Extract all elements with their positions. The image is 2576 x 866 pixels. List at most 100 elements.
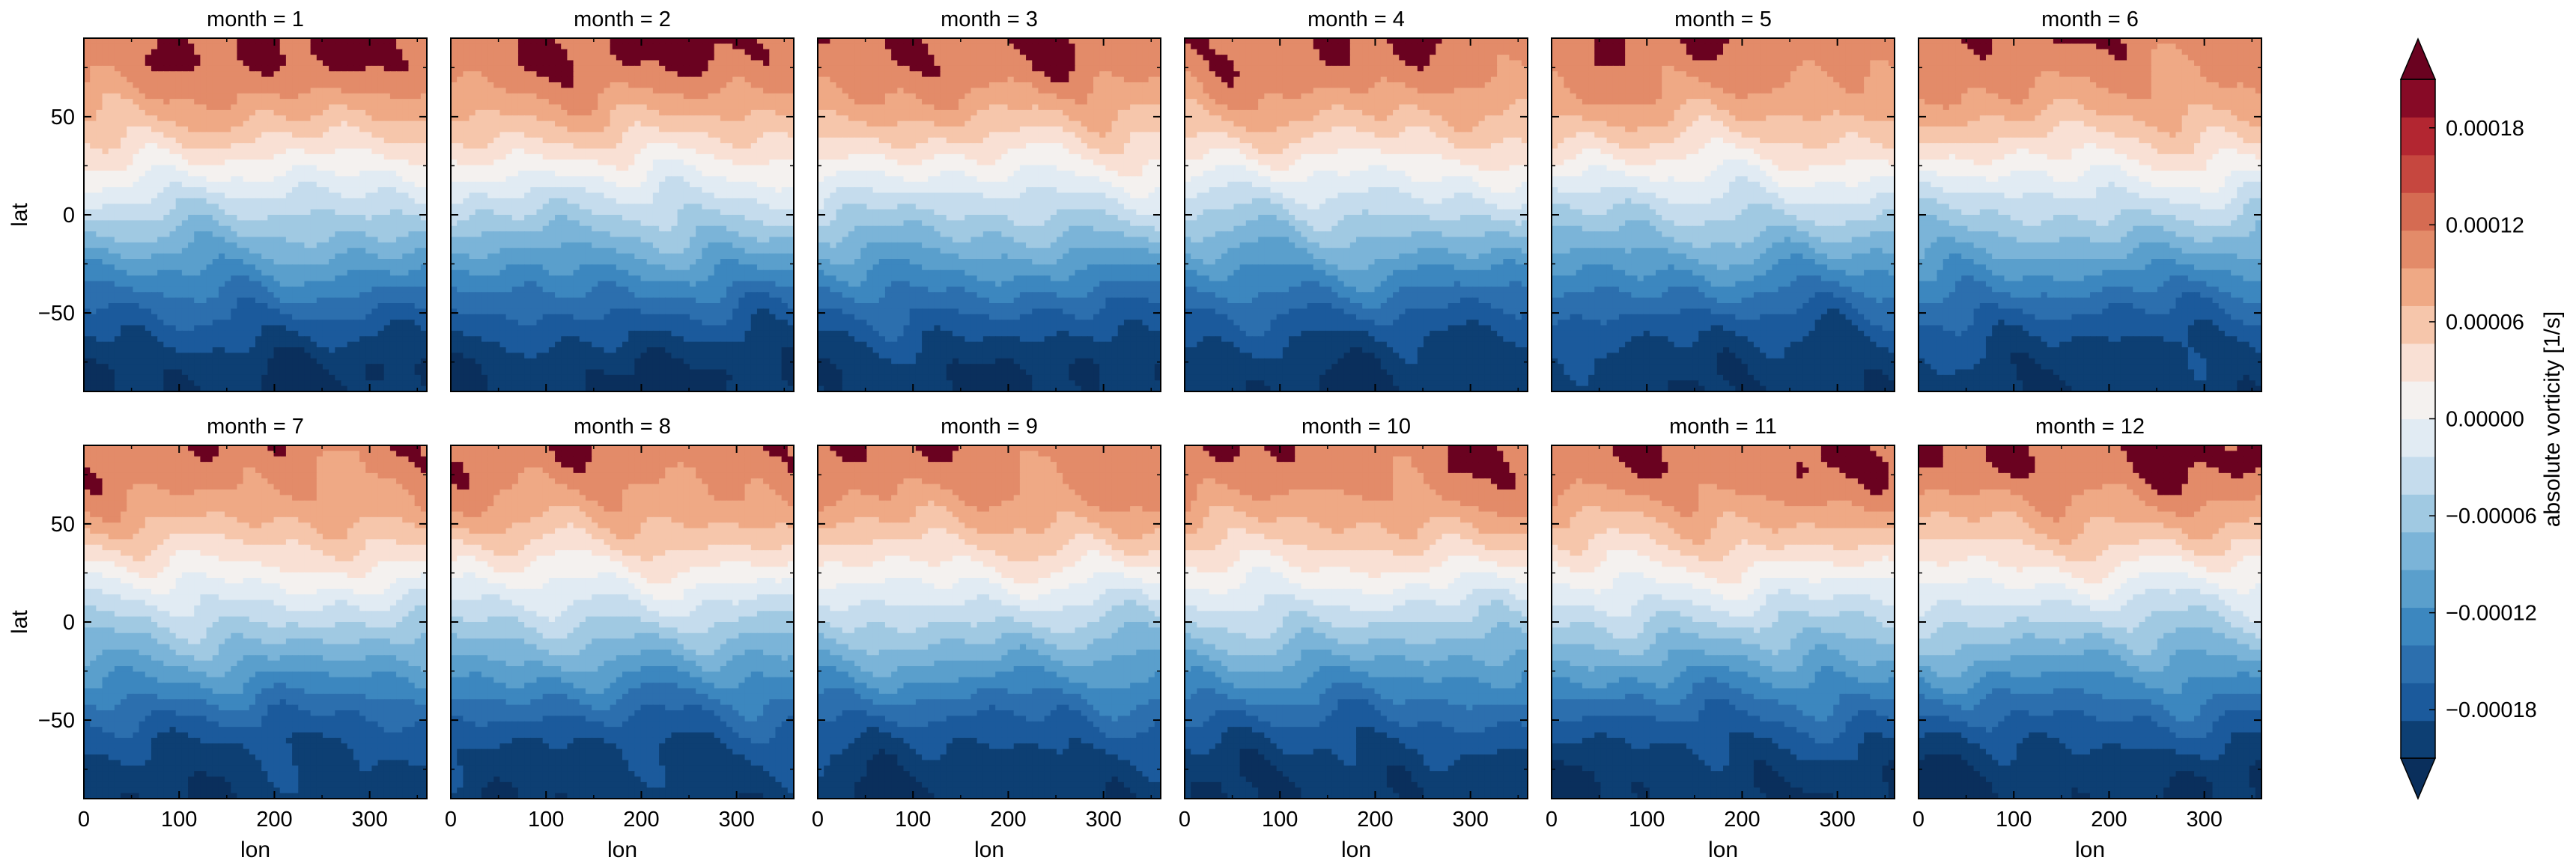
contour-cell [127,132,134,138]
contour-cell [243,374,250,381]
contour-cell [163,153,171,160]
contour-cell [420,99,427,106]
contour-cell [96,385,103,391]
contour-cell [402,148,410,155]
contour-cell [163,231,171,238]
contour-cell [414,269,422,276]
contour-cell [304,269,312,276]
contour-cell [90,93,97,100]
contour-cell [163,275,171,282]
contour-cell [341,121,348,127]
contour-cell [279,171,287,177]
contour-cell [114,38,121,45]
contour-cell [114,264,121,271]
contour-cell [610,165,617,171]
contour-cell [408,93,416,100]
contour-cell [108,308,115,315]
contour-cell [206,93,213,100]
contour-cell [200,320,207,326]
contour-cell [292,237,299,243]
contour-cell [188,269,195,276]
contour-cell [493,71,501,78]
contour-cell [304,181,312,188]
contour-cell [310,88,318,94]
contour-cell [310,275,318,282]
contour-cell [414,303,422,310]
contour-cell [555,115,562,122]
contour-cell [347,192,354,199]
contour-cell [218,347,225,354]
contour-cell [732,121,740,127]
contour-cell [616,65,623,72]
contour-cell [542,171,550,177]
contour-cell [108,143,115,150]
contour-cell [181,269,189,276]
contour-cell [383,143,391,150]
contour-cell [249,148,256,155]
contour-cell [225,49,231,55]
contour-cell [689,93,696,100]
contour-cell [389,364,397,371]
contour-cell [775,132,783,138]
contour-cell [267,165,275,171]
contour-cell [96,286,103,293]
contour-cell [335,121,342,127]
contour-cell [267,292,275,299]
contour-cell [414,237,422,243]
contour-cell [255,43,262,50]
contour-cell [206,281,213,287]
contour-cell [683,109,690,116]
contour-cell [304,82,312,89]
contour-cell [383,325,391,332]
contour-cell [249,225,256,232]
contour-cell [628,153,636,160]
contour-cell [243,209,250,216]
contour-cell [237,187,244,194]
contour-cell [121,248,127,254]
contour-cell [225,165,231,171]
contour-cell [298,209,306,216]
contour-cell [151,76,158,83]
contour-cell [414,93,422,100]
contour-cell [499,43,507,50]
contour-cell [267,137,275,144]
contour-cell [231,281,238,287]
contour-cell [475,104,482,111]
contour-cell [781,148,789,155]
contour-cell [353,137,360,144]
contour-cell [402,187,410,194]
contour-cell [383,115,391,122]
contour-cell [194,330,201,337]
contour-cell [457,148,464,155]
contour-cell [738,65,746,72]
contour-cell [188,374,195,381]
contour-cell [237,242,244,248]
contour-cell [708,76,715,83]
contour-cell [225,65,231,72]
contour-cell [285,281,293,287]
contour-cell [469,76,476,83]
contour-cell [365,209,373,216]
contour-cell [279,209,287,216]
contour-cell [604,71,611,78]
contour-cell [377,341,385,348]
contour-cell [194,99,201,106]
contour-cell [133,320,140,326]
contour-cell [365,336,373,343]
contour-cell [359,275,366,282]
contour-cell [493,88,501,94]
contour-cell [298,143,306,150]
contour-cell [408,99,416,106]
contour-cell [279,38,287,45]
contour-cell [353,353,360,359]
contour-cell [585,137,592,144]
contour-cell [157,209,165,216]
contour-cell [310,159,318,166]
contour-cell [402,153,410,160]
contour-cell [322,165,329,171]
contour-cell [335,369,342,376]
contour-cell [353,231,360,238]
contour-cell [108,109,115,116]
contour-cell [359,281,366,287]
contour-cell [396,281,403,287]
